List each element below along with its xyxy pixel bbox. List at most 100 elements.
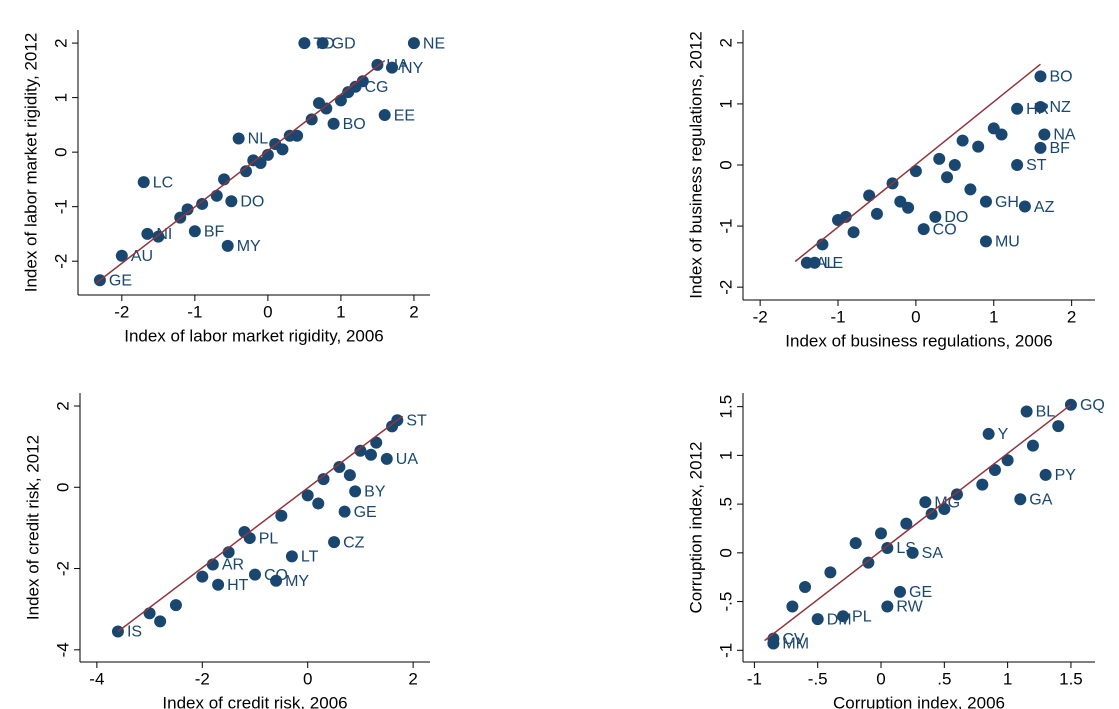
point [862,556,875,569]
point-label: BY [364,484,386,501]
point [1018,200,1031,213]
point-label: DO [240,193,264,210]
y-axis-title: Index of business regulations, 2012 [686,31,705,298]
y-tick-label: 0 [53,483,72,492]
point-label: LT [301,549,319,566]
point [154,615,167,628]
point [143,607,156,620]
point-label: RW [896,599,923,616]
point [847,226,860,239]
point [863,189,876,202]
point-label: GE [909,584,932,601]
point [837,610,850,623]
point [1011,159,1024,171]
point [181,203,194,216]
point-label: HR [1026,101,1049,118]
point [870,207,883,220]
point [333,460,346,473]
point [909,165,922,178]
point [982,427,995,440]
y-tick-label: .5 [716,497,735,511]
point [972,140,985,153]
x-axis-title: Index of labor market rigidity, 2006 [124,326,384,345]
x-tick-label: 0 [263,302,272,321]
point [239,165,252,178]
point-label: CG [365,79,389,96]
reference-line [794,63,1041,263]
point [881,541,894,554]
point [196,570,209,583]
point [964,183,977,196]
point-label: EE [394,107,415,124]
point [900,517,913,530]
x-tick-label: -1 [747,669,762,688]
point [115,249,128,262]
y-tick-label: 2 [53,401,72,410]
point-label: BF [204,223,225,240]
point [342,86,355,99]
point [196,197,209,210]
point-label: GQ [1080,397,1105,414]
point [356,75,369,88]
point [275,509,288,522]
point-label: NE [423,35,445,52]
x-tick-label: 1 [1003,669,1012,688]
point [210,189,223,202]
y-tick-label: -.5 [716,592,735,612]
point [902,201,915,214]
point [285,550,298,563]
x-tick-label: 1 [336,302,345,321]
point-label: CZ [343,534,365,551]
point [312,497,325,510]
point [137,176,150,189]
point-label: NL [248,131,269,148]
point [956,134,969,147]
point [141,227,154,240]
y-tick-label: -1 [51,199,70,214]
point [919,496,932,509]
x-tick-label: 0 [876,669,885,688]
point [386,61,399,74]
point [1038,128,1051,141]
point-label: GD [332,35,356,52]
point [995,128,1008,141]
point [948,159,961,171]
point-label: SA [922,545,944,562]
point [328,536,341,549]
y-tick-label: -2 [51,254,70,269]
point [933,152,946,165]
point [824,566,837,579]
x-tick-label: -1 [187,302,202,321]
point-label: PY [1055,467,1077,484]
point [212,578,225,591]
x-tick-label: -2 [195,669,210,688]
point-label: LC [153,174,173,191]
point [407,37,420,50]
y-tick-label: 2 [716,38,735,47]
point [976,478,989,491]
point [1052,420,1065,433]
point-label: DM [827,611,852,628]
point [238,525,251,538]
point-label: LS [896,540,916,557]
point [1001,454,1014,467]
point-label: GE [109,272,132,289]
point [225,195,238,208]
y-axis-title: Index of labor market rigidity, 2012 [21,33,40,293]
point-label: NA [1053,127,1076,144]
x-axis-title: Index of business regulations, 2006 [785,331,1052,350]
point [386,420,399,433]
point [1034,100,1047,113]
point-label: AL [816,255,836,272]
point [906,546,919,559]
reference-line [95,59,386,284]
point [380,452,393,465]
point [811,613,824,626]
point [786,600,799,613]
point [169,599,182,612]
point [979,235,992,248]
point-label: HT [227,577,249,594]
point-label: PL [852,608,872,625]
y-tick-label: 0 [716,160,735,169]
